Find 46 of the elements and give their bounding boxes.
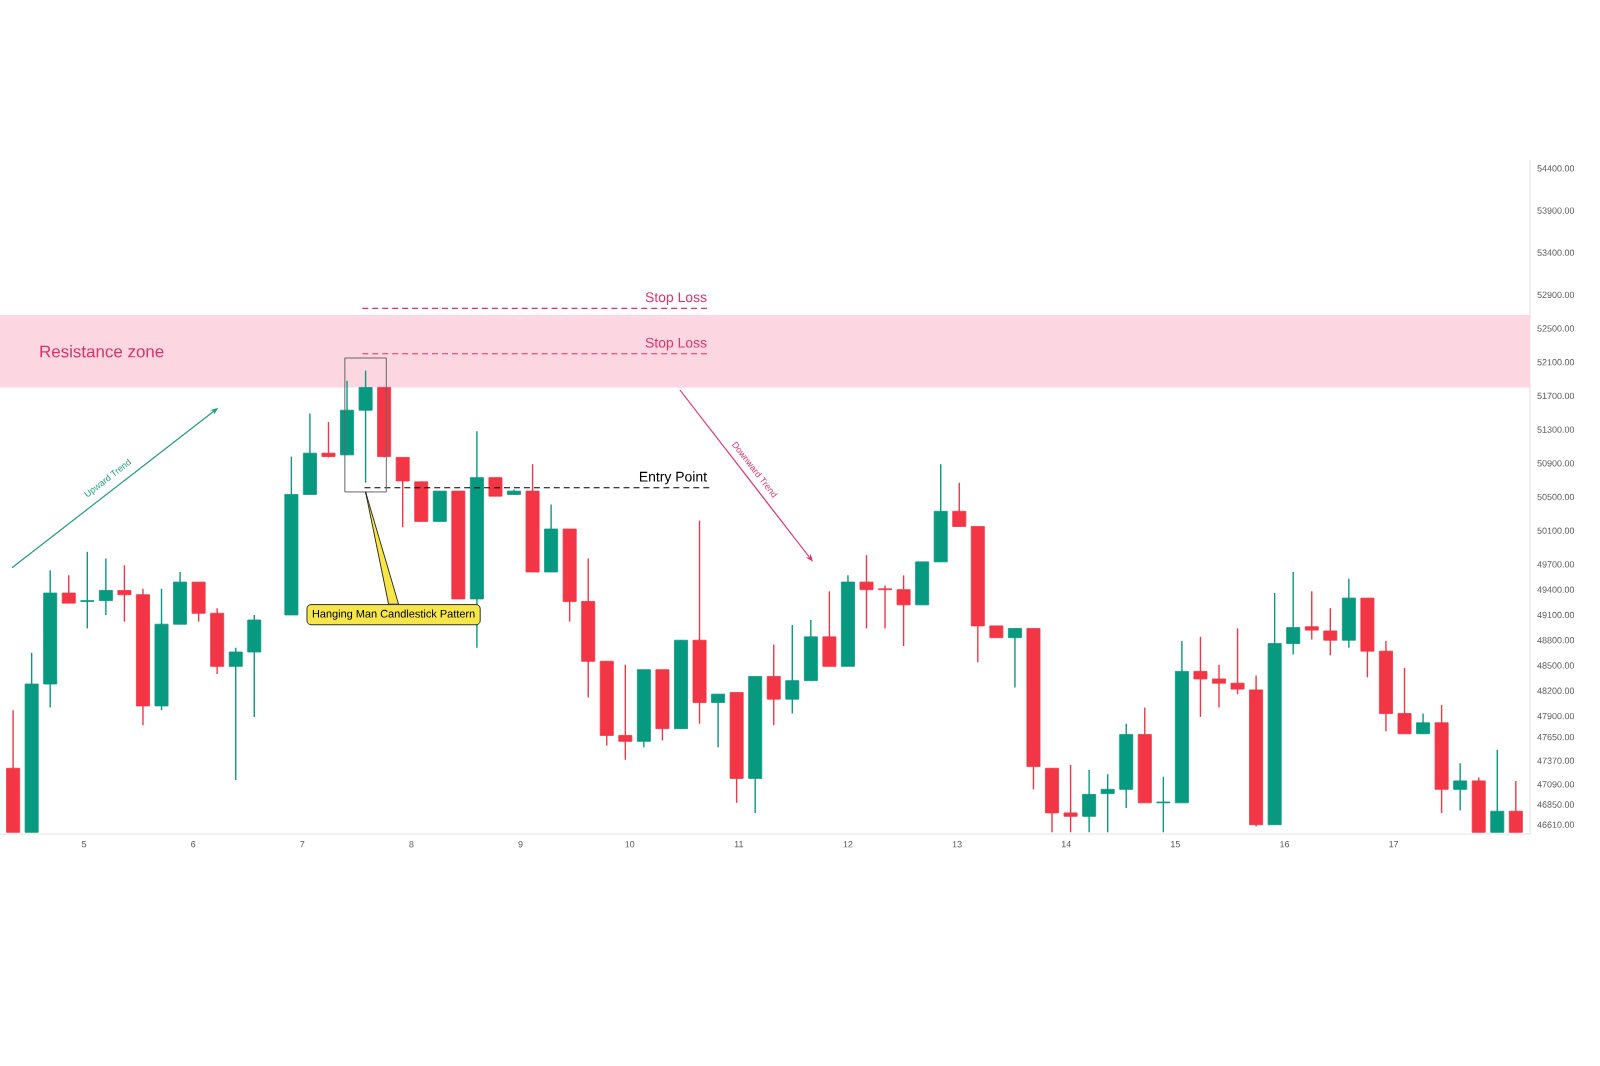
candlestick [766,643,781,727]
candlestick [1082,769,1097,834]
candlestick [1508,780,1523,834]
candlestick [1212,663,1226,709]
candlestick [1156,776,1171,834]
candlestick [173,571,188,625]
candlestick [98,557,113,616]
candlestick [711,693,726,748]
candlestick [1100,773,1115,834]
candlestick [1045,767,1059,834]
candlestick [1304,590,1319,641]
candlestick [896,574,911,647]
candlestick [1230,627,1245,695]
candlestick [1490,749,1505,834]
candlestick [544,503,559,573]
candlestick [302,412,317,496]
candlestick [80,551,95,630]
candlestick [1416,712,1431,735]
candlestick [1007,627,1022,689]
candlestick [618,663,633,761]
candlestick [358,369,373,484]
candlestick [247,614,262,718]
candlestick [878,584,892,630]
candlestick [1341,578,1356,649]
candlestick [822,590,837,668]
candlestick [191,581,206,623]
candlestick [1453,762,1468,812]
candlestick [61,574,76,604]
candlestick [432,490,447,523]
candlestick [117,564,132,623]
candlestick [1063,764,1078,834]
band-label: Resistance zone [40,345,164,358]
candlestick [915,561,930,606]
candlestick [803,619,818,682]
candlestick [1193,636,1208,718]
candlestick [1397,667,1412,735]
candlestick [395,456,410,529]
candlestick [859,554,874,630]
candlestick [952,481,967,528]
candlestick [785,624,800,715]
candlestick [228,647,243,781]
candlestick [414,481,429,523]
candlestick [488,476,503,497]
candlestick [321,421,336,459]
candlestick [1323,607,1338,657]
candlestick [1286,571,1301,656]
